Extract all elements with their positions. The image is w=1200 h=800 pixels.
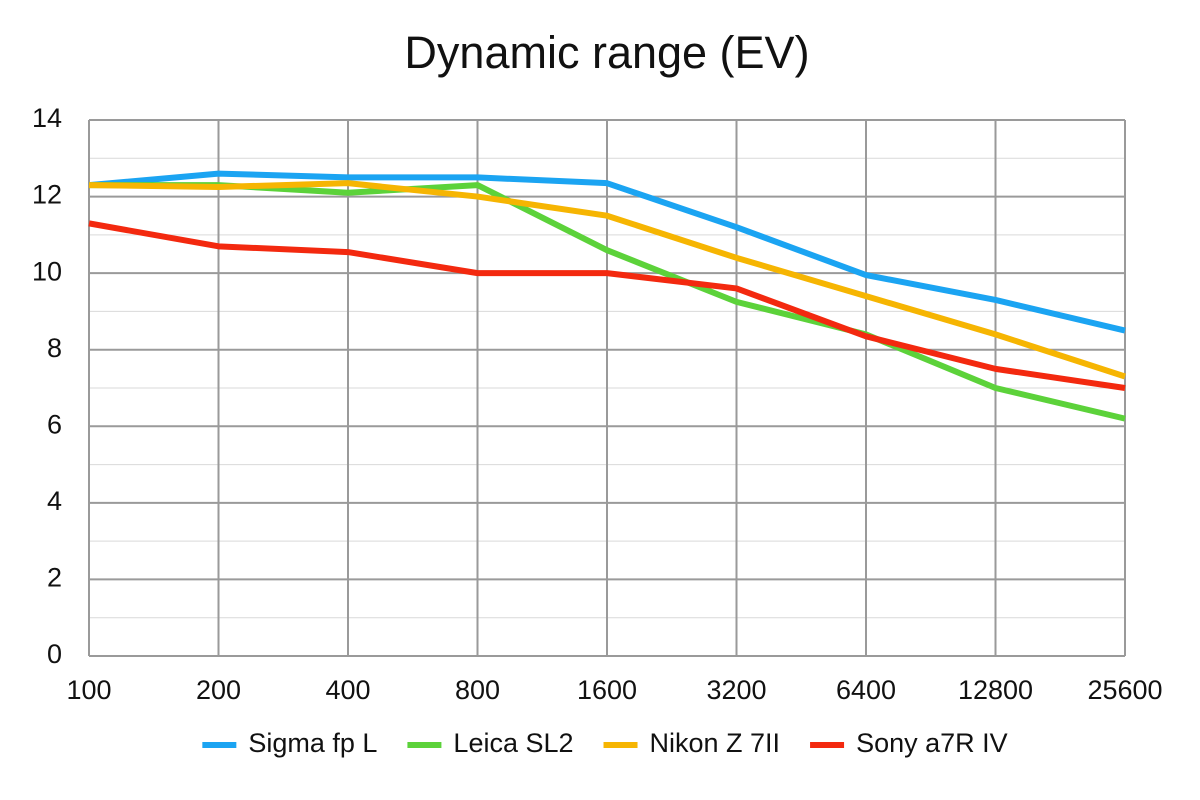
x-tick-label: 3200 xyxy=(706,675,766,705)
series-line xyxy=(88,170,1126,334)
y-tick-label: 12 xyxy=(32,180,62,210)
series-line xyxy=(88,180,1126,380)
x-tick-label: 800 xyxy=(455,675,500,705)
legend-label: Leica SL2 xyxy=(453,728,573,758)
x-tick-label: 400 xyxy=(325,675,370,705)
y-tick-label: 0 xyxy=(47,639,62,669)
x-tick-label: 1600 xyxy=(577,675,637,705)
x-tick-label: 6400 xyxy=(836,675,896,705)
y-tick-label: 14 xyxy=(32,103,62,133)
y-tick-label: 2 xyxy=(47,563,62,593)
y-tick-label: 6 xyxy=(47,409,62,439)
x-tick-label: 100 xyxy=(66,675,111,705)
x-tick-label: 12800 xyxy=(958,675,1033,705)
y-tick-label: 8 xyxy=(47,333,62,363)
legend-label: Sony a7R IV xyxy=(856,728,1008,758)
series-line xyxy=(88,220,1126,391)
x-tick-label: 25600 xyxy=(1087,675,1162,705)
legend-label: Sigma fp L xyxy=(248,728,377,758)
y-tick-label: 4 xyxy=(47,486,62,516)
legend-label: Nikon Z 7II xyxy=(650,728,781,758)
y-tick-label: 10 xyxy=(32,256,62,286)
chart-title: Dynamic range (EV) xyxy=(404,27,809,78)
x-tick-label: 200 xyxy=(196,675,241,705)
